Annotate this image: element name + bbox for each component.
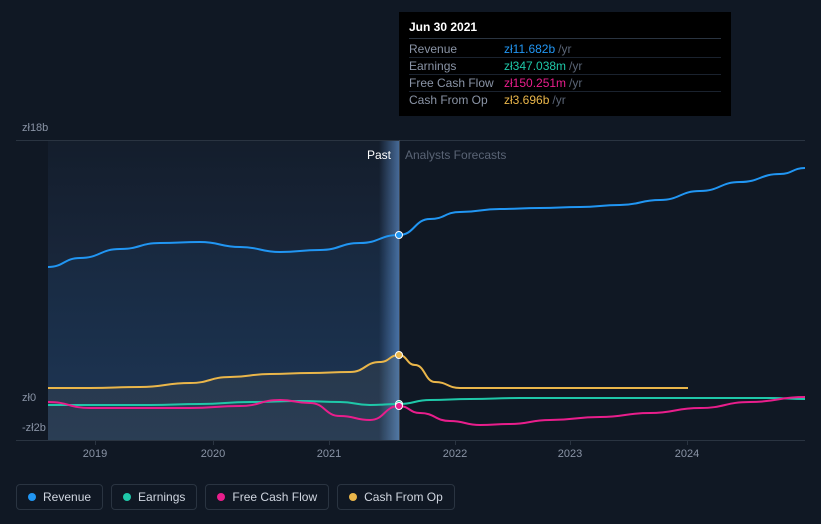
legend-dot — [28, 493, 36, 501]
x-axis-label: 2023 — [558, 448, 582, 460]
cfo-line — [48, 355, 688, 388]
chart-tooltip: Jun 30 2021 Revenuezł11.682b/yrEarningsz… — [399, 12, 731, 116]
tooltip-row-label: Free Cash Flow — [409, 76, 504, 90]
tooltip-row-label: Earnings — [409, 59, 504, 73]
fcf-line — [48, 397, 805, 425]
tooltip-row-unit: /yr — [569, 76, 582, 90]
x-axis-label: 2022 — [443, 448, 467, 460]
tooltip-row-value: zł3.696b — [504, 93, 549, 107]
legend-item-free-cash-flow[interactable]: Free Cash Flow — [205, 484, 329, 510]
tooltip-row: Free Cash Flowzł150.251m/yr — [409, 75, 721, 92]
legend-item-earnings[interactable]: Earnings — [111, 484, 197, 510]
tooltip-row: Cash From Opzł3.696b/yr — [409, 92, 721, 108]
y-axis-label: zł18b — [22, 122, 48, 134]
tooltip-row-unit: /yr — [569, 59, 582, 73]
tooltip-row-value: zł150.251m — [504, 76, 566, 90]
legend-dot — [349, 493, 357, 501]
earnings-line — [48, 398, 805, 405]
legend-label: Earnings — [138, 490, 185, 504]
past-forecast-divider — [399, 140, 400, 440]
tooltip-row-label: Cash From Op — [409, 93, 504, 107]
tooltip-row: Earningszł347.038m/yr — [409, 58, 721, 75]
tooltip-row-unit: /yr — [558, 42, 571, 56]
legend-dot — [123, 493, 131, 501]
x-axis-label: 2021 — [317, 448, 341, 460]
x-axis-label: 2019 — [83, 448, 107, 460]
tooltip-row-label: Revenue — [409, 42, 504, 56]
forecast-section-label: Analysts Forecasts — [405, 148, 506, 162]
legend-item-revenue[interactable]: Revenue — [16, 484, 103, 510]
past-section-label: Past — [367, 148, 391, 162]
chart-top-border — [16, 140, 805, 141]
fcf-marker — [395, 402, 403, 410]
tooltip-row-value: zł347.038m — [504, 59, 566, 73]
revenue-marker — [395, 231, 403, 239]
tooltip-date: Jun 30 2021 — [409, 20, 721, 39]
tooltip-row: Revenuezł11.682b/yr — [409, 41, 721, 58]
x-axis-label: 2024 — [675, 448, 699, 460]
y-axis-label: zł0 — [22, 392, 36, 404]
legend-item-cash-from-op[interactable]: Cash From Op — [337, 484, 455, 510]
tooltip-row-unit: /yr — [552, 93, 565, 107]
divider-glow — [379, 140, 399, 440]
financial-chart: zł18b zł0 -zł2b Past Analysts Forecasts 20… — [0, 0, 821, 524]
x-axis-label: 2020 — [201, 448, 225, 460]
legend-dot — [217, 493, 225, 501]
past-highlight-band — [48, 140, 399, 440]
legend-label: Cash From Op — [364, 490, 443, 504]
chart-legend: Revenue Earnings Free Cash Flow Cash From O… — [16, 484, 455, 510]
cfo-marker — [395, 351, 403, 359]
y-axis-label: -zł2b — [22, 422, 46, 434]
legend-label: Free Cash Flow — [232, 490, 317, 504]
revenue-line — [48, 168, 805, 267]
tooltip-row-value: zł11.682b — [504, 42, 555, 56]
legend-label: Revenue — [43, 490, 91, 504]
